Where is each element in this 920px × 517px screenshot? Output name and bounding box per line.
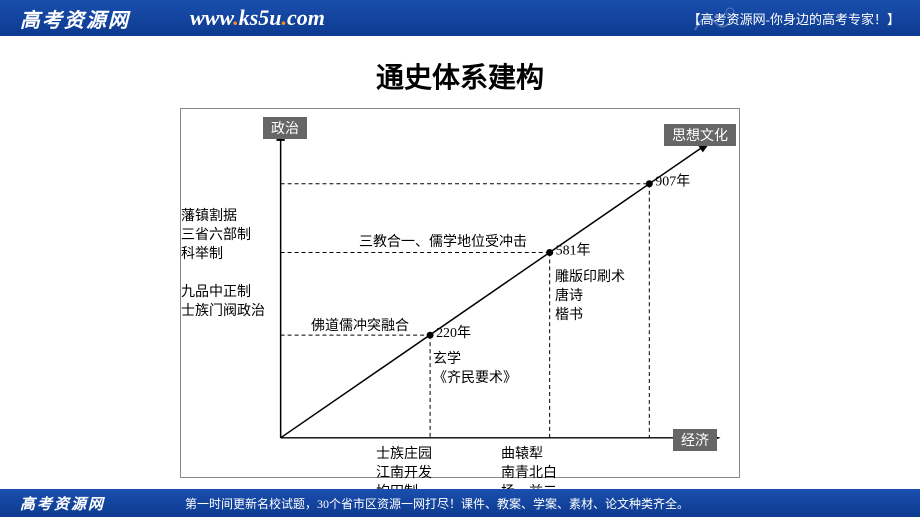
footer-text: 第一时间更新名校试题，30个省市区资源一网打尽！课件、教案、学案、素材、论文种类… <box>185 495 689 512</box>
x-axis-label: 经济 <box>673 429 717 451</box>
chart-container: 220年 581年 907年 政治 经济 思想文化 藩镇割据三省六部制科举制九品中正… <box>180 108 740 478</box>
page-title: 通史体系建构 <box>0 56 920 96</box>
header-bar: 高考资源网 www.ks5u.com 【高考资源网-你身边的高考专家！】 <box>0 0 920 36</box>
chart-text-mid_top: 三教合一、儒学地位受冲击 <box>359 234 527 253</box>
svg-text:220年: 220年 <box>436 325 471 341</box>
url-part: com <box>287 5 325 30</box>
chart-text-right_mid: 雕版印刷术唐诗楷书 <box>555 269 625 326</box>
header-tagline: 【高考资源网-你身边的高考专家！】 <box>688 9 900 28</box>
url-part: ks5u <box>239 5 282 30</box>
url-part: www <box>190 5 233 30</box>
footer-bar: 高考资源网 第一时间更新名校试题，30个省市区资源一网打尽！课件、教案、学案、素… <box>0 489 920 517</box>
footer-logo: 高考资源网 <box>0 493 125 514</box>
svg-text:581年: 581年 <box>556 242 591 258</box>
chart-text-mid_left: 佛道儒冲突融合 <box>311 318 409 337</box>
diagonal-axis-label: 思想文化 <box>664 124 736 146</box>
svg-text:907年: 907年 <box>655 174 690 190</box>
chart-text-left_mid: 九品中正制士族门阀政治 <box>181 284 265 322</box>
chart-text-below1: 玄学《齐民要术》 <box>433 351 517 389</box>
site-url: www.ks5u.com <box>190 5 325 31</box>
y-axis-label: 政治 <box>263 117 307 139</box>
site-logo: 高考资源网 <box>0 4 150 33</box>
chart-text-left_top: 藩镇割据三省六部制科举制 <box>181 208 251 265</box>
